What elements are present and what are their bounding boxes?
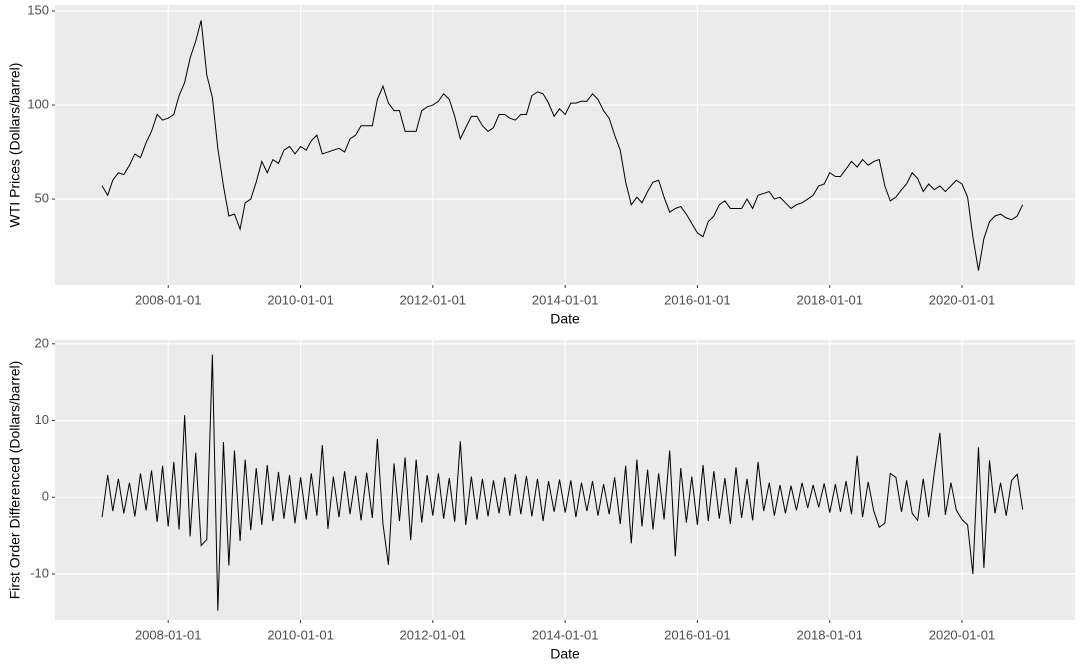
y-axis-title: WTI Prices (Dollars/barrel) — [7, 63, 23, 228]
y-tick-label: 10 — [35, 412, 49, 427]
x-tick-label: 2008-01-01 — [135, 292, 202, 307]
y-tick-label: 20 — [35, 335, 49, 350]
data-line — [101, 20, 1024, 271]
x-tick-label: 2014-01-01 — [532, 292, 599, 307]
x-axis-title: Date — [550, 646, 580, 662]
data-line — [101, 354, 1024, 611]
x-tick-label: 2016-01-01 — [664, 627, 731, 642]
y-tick-label: 100 — [27, 96, 49, 111]
x-tick-label: 2012-01-01 — [400, 292, 467, 307]
x-tick-label: 2010-01-01 — [267, 292, 334, 307]
x-tick-label: 2020-01-01 — [929, 292, 996, 307]
y-tick-label: 150 — [27, 2, 49, 17]
x-tick-label: 2012-01-01 — [400, 627, 467, 642]
y-axis-title: First Order Differenced (Dollars/barrel) — [7, 361, 23, 600]
x-tick-label: 2010-01-01 — [267, 627, 334, 642]
x-tick-label: 2020-01-01 — [929, 627, 996, 642]
x-tick-label: 2016-01-01 — [664, 292, 731, 307]
x-axis-title: Date — [550, 311, 580, 327]
y-tick-label: 0 — [42, 489, 49, 504]
x-tick-label: 2008-01-01 — [135, 627, 202, 642]
x-tick-label: 2018-01-01 — [797, 292, 864, 307]
x-tick-label: 2018-01-01 — [797, 627, 864, 642]
x-tick-label: 2014-01-01 — [532, 627, 599, 642]
y-tick-label: -10 — [30, 565, 49, 580]
y-tick-label: 50 — [35, 191, 49, 206]
